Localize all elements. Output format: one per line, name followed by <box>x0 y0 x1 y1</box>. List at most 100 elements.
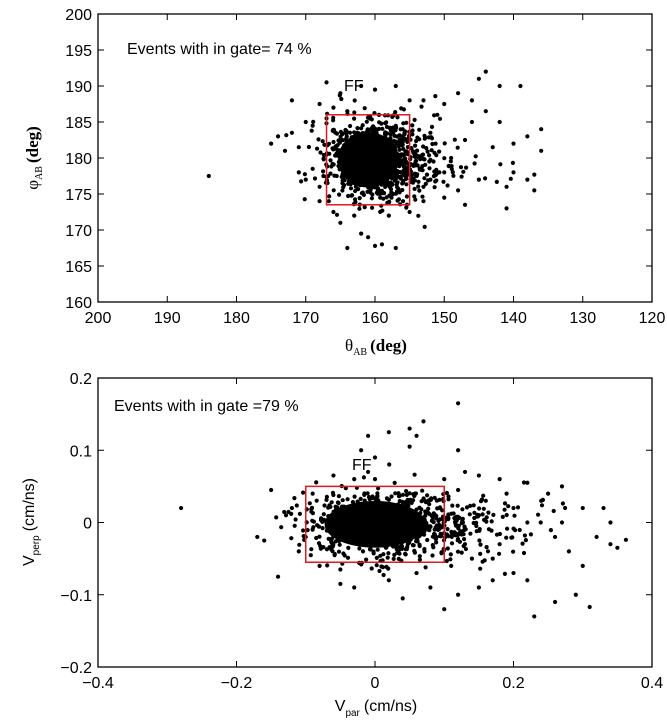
scatter-point <box>398 137 403 142</box>
y-tick-label: −0.1 <box>60 588 92 605</box>
scatter-point <box>391 556 396 562</box>
scatter-point <box>431 159 436 164</box>
scatter-point <box>485 549 491 554</box>
scatter-point <box>413 154 418 160</box>
scatter-point <box>430 553 435 558</box>
scatter-point <box>391 138 397 143</box>
scatter-point <box>426 135 431 140</box>
scatter-point <box>504 512 509 518</box>
scatter-point <box>317 563 322 568</box>
scatter-point <box>471 503 476 508</box>
scatter-point <box>372 477 378 482</box>
scatter-point <box>490 556 495 561</box>
scatter-point <box>327 503 332 508</box>
scatter-point <box>299 179 304 184</box>
scatter-point <box>403 165 408 170</box>
scatter-point <box>374 555 379 561</box>
scatter-point <box>478 566 483 571</box>
y-tick-label: 0.2 <box>70 371 92 388</box>
scatter-point <box>359 231 364 236</box>
scatter-point <box>497 542 502 547</box>
scatter-point <box>389 195 394 200</box>
scatter-point <box>423 181 428 186</box>
scatter-point <box>458 165 464 170</box>
scatter-point <box>320 519 325 525</box>
scatter-point <box>383 184 388 189</box>
scatter-point <box>275 134 281 139</box>
scatter-point <box>411 150 416 155</box>
scatter-point <box>309 128 314 133</box>
scatter-point <box>348 182 353 187</box>
scatter-point <box>484 545 489 550</box>
x-tick-label: 0 <box>371 675 380 692</box>
scatter-point <box>442 141 447 146</box>
scatter-point <box>387 462 392 467</box>
scatter-point <box>432 495 437 500</box>
scatter-point <box>282 509 287 515</box>
scatter-point <box>302 197 307 202</box>
scatter-point <box>468 531 473 536</box>
scatter-point <box>469 556 475 561</box>
scatter-point <box>429 124 435 129</box>
scatter-point <box>345 555 351 560</box>
scatter-point <box>437 149 442 154</box>
scatter-point <box>587 604 592 610</box>
scatter-point <box>396 556 401 562</box>
scatter-point <box>508 176 513 181</box>
scatter-point <box>437 524 442 529</box>
scatter-point <box>511 570 516 576</box>
scatter-point <box>392 552 397 558</box>
scatter-point <box>504 535 509 540</box>
scatter-point <box>402 131 407 137</box>
scatter-point <box>392 480 397 485</box>
scatter-point <box>504 491 509 496</box>
scatter-point <box>301 528 306 533</box>
scatter-point <box>407 98 412 103</box>
scatter-point <box>426 178 431 183</box>
scatter-point <box>410 128 415 133</box>
scatter-point <box>420 164 425 169</box>
scatter-point <box>339 96 344 102</box>
scatter-point <box>329 547 334 552</box>
scatter-point <box>423 565 428 570</box>
scatter-point <box>397 147 402 152</box>
scatter-point <box>311 519 316 524</box>
scatter-point <box>432 527 437 532</box>
scatter-point <box>357 206 362 211</box>
scatter-point <box>303 177 308 182</box>
scatter-point <box>352 477 357 482</box>
scatter-point <box>518 83 523 89</box>
scatter-point <box>318 150 323 155</box>
scatter-point <box>360 123 365 128</box>
y-tick-label: 165 <box>65 259 92 276</box>
scatter-point <box>331 473 336 478</box>
scatter-point <box>446 497 451 502</box>
scatter-point <box>393 245 398 251</box>
scatter-point <box>427 153 432 158</box>
scatter-point <box>327 151 332 156</box>
scatter-point <box>420 152 425 158</box>
scatter-point <box>289 505 294 511</box>
scatter-point <box>324 80 329 85</box>
scatter-point <box>490 578 495 583</box>
scatter-point <box>432 113 437 118</box>
scatter-point <box>329 539 334 545</box>
scatter-point <box>410 132 415 137</box>
scatter-point <box>377 126 382 131</box>
chart-top-ff-label: FF <box>344 78 364 95</box>
scatter-point <box>476 473 481 478</box>
scatter-point <box>360 549 366 554</box>
scatter-point <box>386 551 391 556</box>
chart-bottom-xlabel: Vpar (cm/ns) <box>335 698 417 719</box>
scatter-point <box>402 160 407 165</box>
scatter-point <box>316 137 321 142</box>
scatter-point <box>449 531 455 536</box>
scatter-point <box>423 510 428 515</box>
scatter-point <box>324 494 329 499</box>
scatter-point <box>395 141 400 146</box>
scatter-point <box>421 419 426 424</box>
scatter-point <box>460 507 465 512</box>
scatter-point <box>437 116 443 121</box>
scatter-point <box>396 197 401 202</box>
scatter-point <box>476 177 481 182</box>
